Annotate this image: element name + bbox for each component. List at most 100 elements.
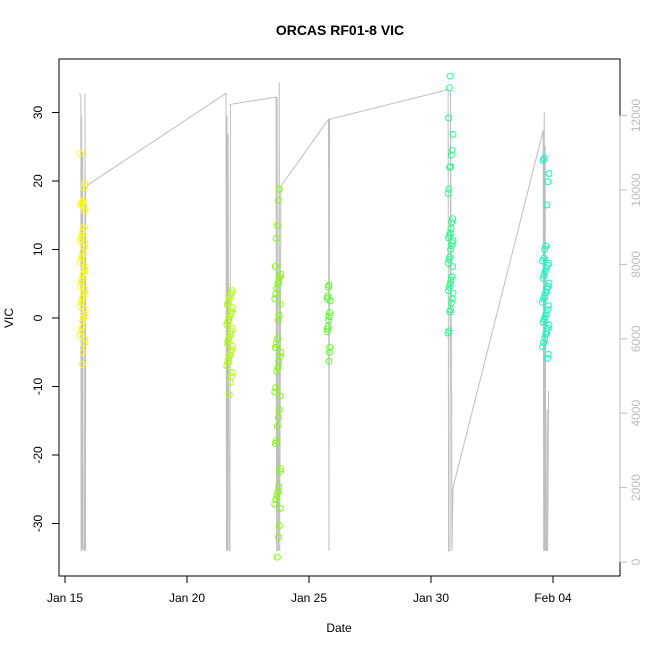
data-point (226, 330, 234, 338)
data-point (446, 163, 454, 171)
data-point (76, 332, 84, 340)
right-y-tick-label: 12000 (629, 99, 643, 133)
data-point (273, 553, 281, 561)
data-point (223, 362, 231, 370)
data-point (542, 242, 550, 250)
x-tick-label: Feb 04 (534, 591, 572, 605)
x-axis: Jan 15 Jan 20 Jan 25 Jan 30 Feb 04 (47, 575, 572, 605)
data-point (444, 189, 452, 197)
data-point (446, 253, 454, 261)
data-point (447, 299, 455, 307)
data-point (447, 151, 455, 159)
series-rf01 (76, 150, 89, 369)
data-point (228, 369, 236, 377)
data-point (542, 330, 550, 338)
x-tick-label: Jan 15 (47, 591, 83, 605)
data-point (325, 357, 333, 365)
data-point (80, 310, 88, 318)
y-tick-label: 10 (31, 243, 45, 257)
data-point (445, 283, 453, 291)
altitude-layer (79, 82, 550, 552)
plot-frame (58, 58, 621, 577)
data-point (543, 201, 551, 209)
data-point (271, 439, 279, 447)
data-point (445, 185, 453, 193)
data-point (326, 297, 334, 305)
data-point (274, 363, 282, 371)
data-point (77, 259, 84, 266)
data-point (542, 264, 550, 272)
y-axis-label: VIC (2, 308, 16, 328)
data-point (77, 279, 85, 287)
data-point (76, 150, 84, 158)
data-point (444, 259, 452, 267)
data-point (276, 467, 284, 475)
data-point (226, 352, 234, 360)
data-point (276, 504, 284, 512)
data-point (271, 500, 279, 508)
data-point (324, 325, 331, 333)
chart-title: ORCAS RF01-8 VIC (276, 22, 404, 38)
data-point (273, 367, 281, 375)
data-point (539, 318, 547, 326)
data-point (78, 361, 86, 369)
data-point (80, 207, 88, 215)
data-point (543, 306, 551, 314)
data-point (274, 280, 282, 288)
series-rf02 (223, 287, 237, 399)
data-point (539, 274, 547, 282)
data-point (543, 354, 551, 362)
data-point (229, 342, 237, 350)
right-y-tick-label: 4000 (629, 400, 643, 427)
y-tick-label: 30 (31, 106, 45, 120)
data-point (542, 289, 550, 297)
data-point (275, 522, 283, 530)
data-point (545, 170, 553, 177)
data-point (224, 359, 232, 366)
right-y-tick-label: 10000 (629, 173, 643, 207)
data-point (447, 242, 455, 250)
data-point (544, 350, 552, 358)
data-point (272, 496, 280, 503)
data-point (539, 343, 546, 351)
data-point (326, 309, 333, 316)
data-point (446, 72, 454, 80)
data-point (79, 348, 87, 356)
data-point (78, 295, 86, 303)
data-point (80, 184, 88, 192)
data-point (274, 533, 282, 541)
data-point (446, 308, 454, 316)
data-point (79, 272, 87, 279)
data-point (77, 255, 85, 263)
data-point (272, 384, 280, 392)
data-point (274, 488, 282, 496)
data-point (325, 313, 333, 321)
data-point (225, 355, 233, 363)
data-point (449, 215, 457, 223)
data-point (544, 324, 552, 332)
y-axis: -30 -20 -10 0 10 20 30 (31, 106, 60, 532)
data-point (545, 321, 553, 329)
series-rf06 (539, 154, 553, 362)
data-point (223, 301, 231, 309)
data-point (274, 316, 282, 324)
data-point (78, 276, 86, 284)
data-point (81, 285, 89, 293)
data-point (541, 246, 549, 253)
data-point (80, 340, 88, 348)
series-rf04 (323, 281, 334, 365)
data-point (275, 406, 283, 414)
data-point (272, 235, 280, 242)
data-point (271, 263, 279, 271)
data-point (325, 348, 333, 356)
right-y-tick-label: 6000 (629, 325, 643, 352)
data-point (271, 344, 279, 351)
data-point (541, 335, 549, 343)
data-point (539, 157, 547, 164)
data-point (226, 378, 234, 386)
data-point (78, 324, 86, 332)
data-point (275, 185, 283, 193)
data-point (543, 285, 551, 293)
data-point (274, 196, 282, 204)
